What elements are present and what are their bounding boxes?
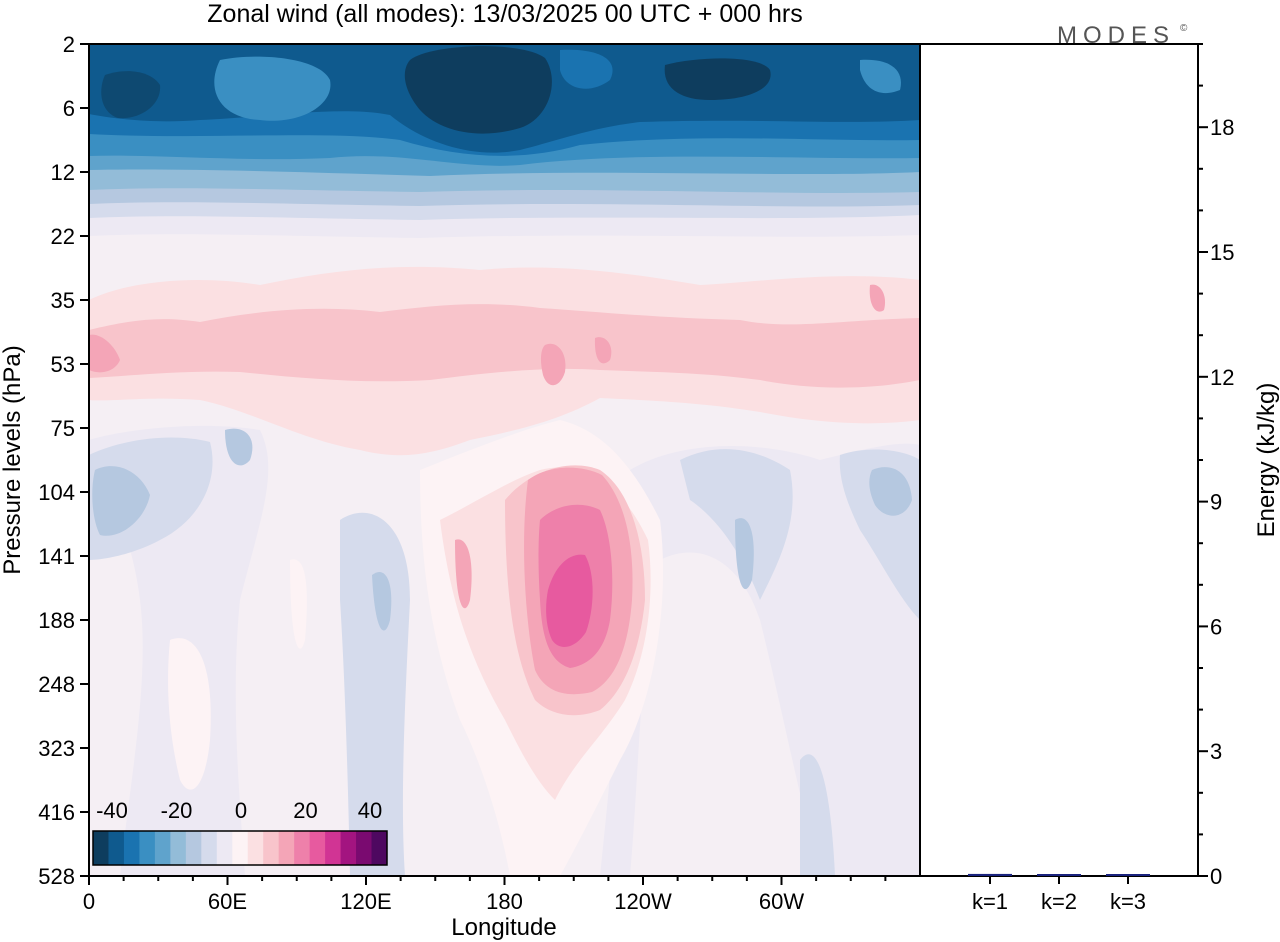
- mode-tick-label: k=3: [1110, 889, 1146, 914]
- pressure-tick-label: 323: [38, 736, 75, 761]
- colorbar: -40 -20 0 20 40: [92, 798, 388, 866]
- pressure-tick-label: 12: [51, 160, 75, 185]
- logo-mark: ©: [1180, 23, 1188, 34]
- longitude-axis: 0 60E 120E 180 120W 60W: [83, 876, 887, 914]
- pressure-axis: 2 6 12 22 35 53 75 104 141 188 248 323 416 528: [38, 32, 89, 889]
- colorbar-swatch: [356, 831, 373, 865]
- mode-tick-label: k=1: [972, 889, 1008, 914]
- colorbar-swatch: [247, 831, 264, 865]
- pressure-tick-label: 188: [38, 608, 75, 633]
- energy-tick-label: 9: [1210, 490, 1222, 515]
- pale-westerly-patch: [168, 638, 211, 790]
- energy-tick-label: 12: [1210, 365, 1234, 390]
- energy-bars: [968, 873, 1150, 876]
- colorbar-swatch: [139, 831, 156, 865]
- pressure-tick-label: 141: [38, 544, 75, 569]
- mode-axis: k=1 k=2 k=3: [972, 876, 1146, 914]
- colorbar-swatch: [340, 831, 357, 865]
- colorbar-swatch: [170, 831, 187, 865]
- energy-tick-label: 15: [1210, 240, 1234, 265]
- colorbar-swatch: [278, 831, 295, 865]
- energy-tick-label: 0: [1210, 864, 1222, 889]
- colorbar-tick-label: -20: [161, 798, 193, 823]
- heatmap: [89, 44, 920, 876]
- colorbar-swatch: [325, 831, 342, 865]
- lower-easterly-tongues: [89, 425, 920, 876]
- colorbar-frame: [92, 830, 388, 866]
- energy-tick-label: 6: [1210, 614, 1222, 639]
- colorbar-swatch: [263, 831, 280, 865]
- x-axis-label: Longitude: [451, 914, 556, 941]
- pale-westerly-patch-2: [290, 559, 307, 649]
- longitude-tick-label: 120E: [340, 889, 391, 914]
- colorbar-swatch: [371, 831, 388, 865]
- colorbar-swatch: [201, 831, 218, 865]
- colorbar-swatch: [154, 831, 171, 865]
- pressure-tick-label: 104: [38, 480, 75, 505]
- colorbar-tick-label: 40: [358, 798, 382, 823]
- colorbar-tick-label: -40: [96, 798, 128, 823]
- pressure-tick-label: 53: [51, 352, 75, 377]
- energy-axis-label: Energy (kJ/kg): [1253, 383, 1280, 538]
- colorbar-tick-label: 0: [235, 798, 247, 823]
- colorbar-swatch: [185, 831, 202, 865]
- energy-bar: [1106, 874, 1150, 876]
- pacific-westerly-jet: [420, 420, 664, 876]
- mid-westerly-band: [89, 266, 920, 456]
- pressure-tick-label: 416: [38, 800, 75, 825]
- colorbar-swatch: [123, 831, 140, 865]
- pressure-tick-label: 22: [51, 224, 75, 249]
- colorbar-swatch: [309, 831, 326, 865]
- colorbar-swatch: [108, 831, 125, 865]
- energy-axis: 0 3 6 9 12 15 18: [1198, 43, 1234, 889]
- longitude-tick-label: 120W: [614, 889, 672, 914]
- longitude-tick-label: 0: [83, 889, 95, 914]
- colorbar-swatch: [232, 831, 249, 865]
- energy-bar: [968, 873, 1012, 876]
- pressure-tick-label: 2: [63, 32, 75, 57]
- colorbar-swatch: [294, 831, 311, 865]
- pressure-tick-label: 75: [51, 416, 75, 441]
- colorbar-tick-label: 20: [293, 798, 317, 823]
- colorbar-swatch: [216, 831, 233, 865]
- energy-panel-frame: [919, 43, 1199, 877]
- energy-tick-label: 3: [1210, 739, 1222, 764]
- longitude-tick-label: 180: [486, 889, 523, 914]
- chart-title: Zonal wind (all modes): 13/03/2025 00 UT…: [207, 0, 802, 28]
- energy-bar: [1037, 874, 1081, 876]
- pressure-tick-label: 35: [51, 288, 75, 313]
- mode-tick-label: k=2: [1041, 889, 1077, 914]
- longitude-tick-label: 60E: [208, 889, 247, 914]
- pressure-tick-label: 528: [38, 864, 75, 889]
- pressure-tick-label: 248: [38, 672, 75, 697]
- longitude-tick-label: 60W: [759, 889, 804, 914]
- upper-easterly-bands: [89, 44, 920, 238]
- energy-tick-label: 18: [1210, 115, 1234, 140]
- colorbar-swatch: [93, 831, 109, 865]
- pressure-tick-label: 6: [63, 96, 75, 121]
- y-axis-label: Pressure levels (hPa): [0, 345, 26, 574]
